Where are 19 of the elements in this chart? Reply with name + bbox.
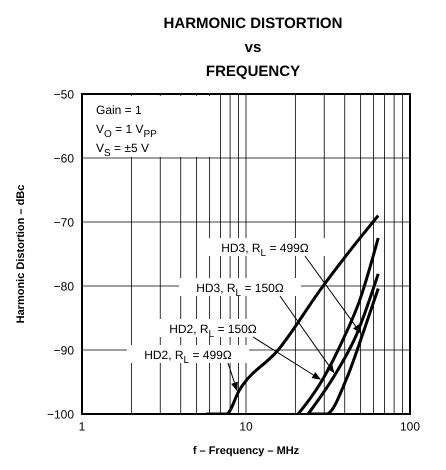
x-axis-title: f – Frequency – MHz	[192, 445, 300, 457]
x-tick-label: 100	[400, 420, 420, 434]
y-tick-label: −80	[54, 279, 74, 294]
x-tick-label: 10	[239, 420, 253, 434]
annotation: Gain = 1	[96, 103, 142, 117]
x-tick-label: 1	[78, 420, 86, 434]
annotation: V$_{O}$ = 1 V$_{PP}$	[96, 122, 158, 140]
text: HD3, R$_{L}$ = 499Ω	[221, 241, 309, 259]
y-tick-label: −50	[54, 87, 74, 102]
y-tick-label: −70	[54, 215, 74, 230]
text: HD2, R$_{L}$ = 150Ω	[169, 322, 257, 340]
chart-title: HARMONIC DISTORTION vs FREQUENCY	[162, 14, 344, 82]
y-tick-label: −100	[46, 407, 74, 422]
series-label: HD2, R$_{L}$ = 499Ω	[144, 348, 232, 366]
y-tick-label: −90	[54, 343, 74, 358]
annotation: V$_{S}$ = ±5 V	[96, 141, 149, 159]
y-tick-label: −60	[54, 151, 74, 166]
text: HD3, R$_{L}$ = 150Ω	[196, 281, 284, 299]
y-axis-title: Harmonic Distortion – dBc	[14, 184, 27, 324]
